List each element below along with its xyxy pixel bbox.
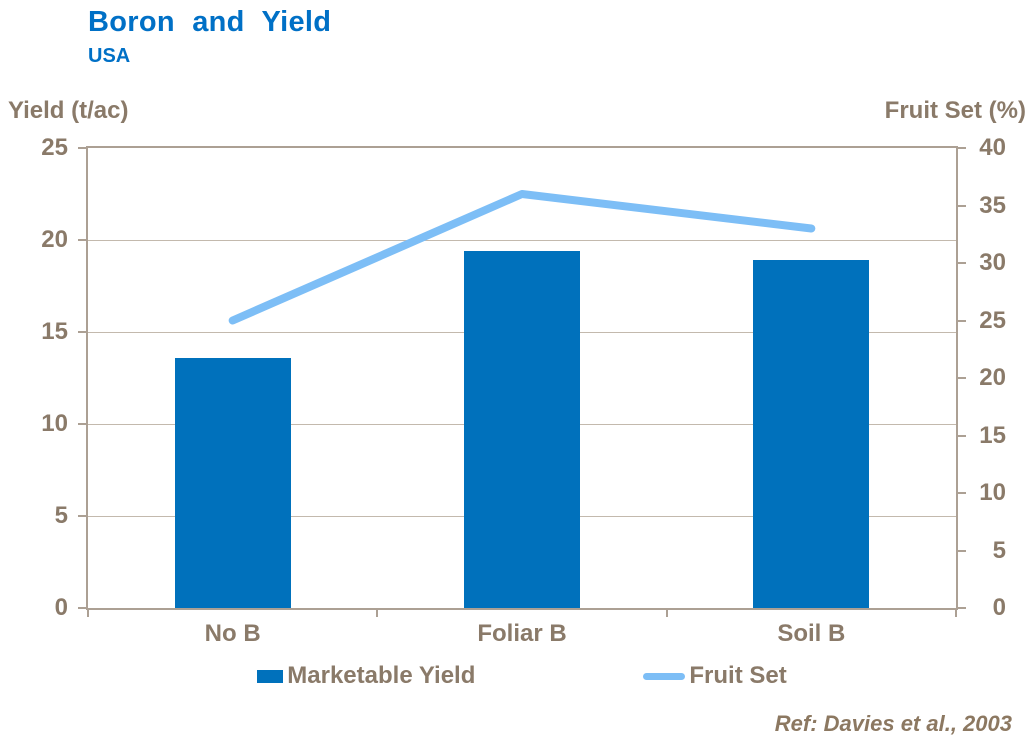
bottom-tick-mark xyxy=(955,610,957,617)
bottom-tick-mark xyxy=(376,610,379,617)
right-axis-title: Fruit Set (%) xyxy=(884,97,1026,124)
left-tick-mark xyxy=(78,423,86,425)
legend-item-marketable-yield: Marketable Yield xyxy=(257,662,475,690)
right-tick-mark xyxy=(958,147,966,149)
plot-area xyxy=(86,146,958,610)
bar-soil-b xyxy=(753,260,870,608)
reference-note: Ref: Davies et al., 2003 xyxy=(774,711,1012,736)
left-axis-tick-label: 15 xyxy=(41,318,68,345)
bar-foliar-b xyxy=(464,251,580,608)
right-axis-tick-label: 30 xyxy=(979,249,1006,276)
right-axis-tick-label: 35 xyxy=(979,191,1006,219)
x-axis-label: No B xyxy=(204,620,261,647)
right-tick-mark xyxy=(958,204,966,207)
left-tick-mark xyxy=(78,331,86,333)
right-tick-mark xyxy=(958,262,966,264)
right-tick-mark xyxy=(958,319,966,322)
line-swatch-icon xyxy=(643,672,686,680)
chart-subtitle: USA xyxy=(88,45,131,67)
bottom-tick-mark xyxy=(665,610,668,617)
left-axis-tick-label: 20 xyxy=(41,226,68,253)
right-tick-mark xyxy=(958,549,966,552)
left-tick-mark xyxy=(78,607,86,609)
legend-label: Marketable Yield xyxy=(287,662,476,689)
right-tick-mark xyxy=(958,434,966,437)
legend: Marketable Yield Fruit Set xyxy=(88,662,956,690)
gridline xyxy=(88,240,956,241)
bar-no-b xyxy=(174,357,291,608)
fruit-set-line xyxy=(228,190,816,325)
x-axis-label: Soil B xyxy=(777,620,846,647)
left-axis-title: Yield (t/ac) xyxy=(8,97,129,124)
right-axis-tick-label: 25 xyxy=(979,306,1006,334)
right-tick-mark xyxy=(958,492,966,494)
left-axis-tick-label: 5 xyxy=(54,502,68,529)
right-axis-tick-label: 15 xyxy=(979,421,1006,449)
legend-item-fruit-set: Fruit Set xyxy=(643,662,787,690)
left-axis-tick-label: 25 xyxy=(41,134,68,161)
right-axis-tick-label: 40 xyxy=(979,134,1006,161)
legend-label: Fruit Set xyxy=(689,662,787,689)
right-tick-mark xyxy=(958,377,966,379)
right-axis-tick-label: 0 xyxy=(992,594,1006,621)
chart-title: Boron and Yield xyxy=(88,6,332,38)
left-tick-mark xyxy=(78,239,86,241)
right-tick-mark xyxy=(958,607,966,609)
right-axis-tick-label: 20 xyxy=(979,364,1006,391)
bar-swatch-icon xyxy=(257,669,284,683)
left-axis-tick-label: 0 xyxy=(54,594,68,621)
left-tick-mark xyxy=(78,515,86,517)
right-axis-tick-label: 5 xyxy=(992,536,1006,564)
x-axis-label: Foliar B xyxy=(477,620,567,647)
right-axis-tick-label: 10 xyxy=(979,479,1006,506)
left-axis-tick-label: 10 xyxy=(41,410,68,437)
bottom-tick-mark xyxy=(87,610,89,617)
left-tick-mark xyxy=(78,147,86,149)
